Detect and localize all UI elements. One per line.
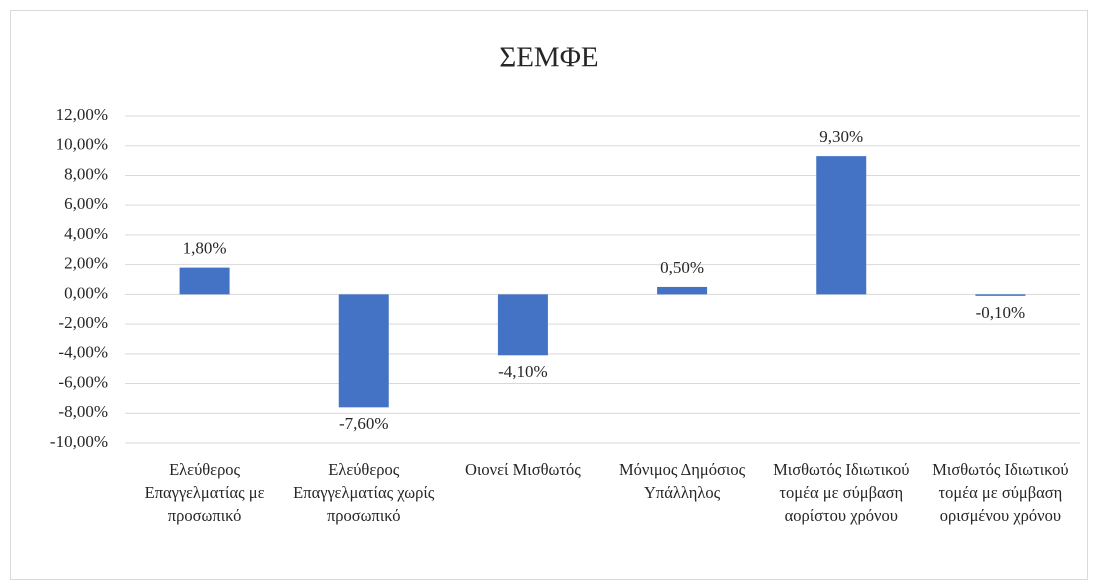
- y-tick-label: -8,00%: [58, 402, 108, 421]
- chart-title: ΣΕΜΦΕ: [499, 42, 598, 74]
- y-tick-label: -6,00%: [58, 372, 108, 391]
- chart-border: [10, 10, 1088, 580]
- y-tick-label: 2,00%: [64, 254, 108, 273]
- y-tick-label: 8,00%: [64, 164, 108, 183]
- y-tick-label: -2,00%: [58, 313, 108, 332]
- bar: [179, 267, 230, 295]
- y-tick-label: 0,00%: [64, 283, 108, 302]
- y-tick-label: 12,00%: [56, 105, 108, 124]
- y-tick-label: 4,00%: [64, 224, 108, 243]
- y-tick-label: -10,00%: [50, 432, 108, 451]
- bar: [497, 294, 548, 356]
- data-label: 1,80%: [183, 239, 227, 258]
- x-tick-label: Ελεύθερος Επαγγελματίας με προσωπικό: [144, 460, 265, 525]
- x-tick-label: Μόνιμος Δημόσιος Υπάλληλος: [619, 460, 746, 502]
- bar: [816, 156, 867, 295]
- y-tick-label: -4,00%: [58, 343, 108, 362]
- x-tick-label: Μισθωτός Ιδιωτικού τομέα με σύμβαση ορισ…: [932, 460, 1069, 525]
- data-label: 0,50%: [660, 258, 704, 277]
- x-tick-label: Οιονεί Μισθωτός: [465, 460, 581, 479]
- bar: [338, 294, 389, 408]
- bar: [975, 294, 1026, 296]
- data-label: -4,10%: [498, 362, 548, 381]
- data-label: -7,60%: [339, 414, 389, 433]
- data-label: -0,10%: [976, 303, 1026, 322]
- y-tick-label: 6,00%: [64, 194, 108, 213]
- x-tick-label: Μισθωτός Ιδιωτικού τομέα με σύμβαση αορί…: [773, 460, 910, 525]
- data-label: 9,30%: [819, 127, 863, 146]
- x-tick-label: Ελεύθερος Επαγγελματίας χωρίς προσωπικό: [293, 460, 435, 525]
- bar: [657, 286, 708, 295]
- y-tick-label: 10,00%: [56, 135, 108, 154]
